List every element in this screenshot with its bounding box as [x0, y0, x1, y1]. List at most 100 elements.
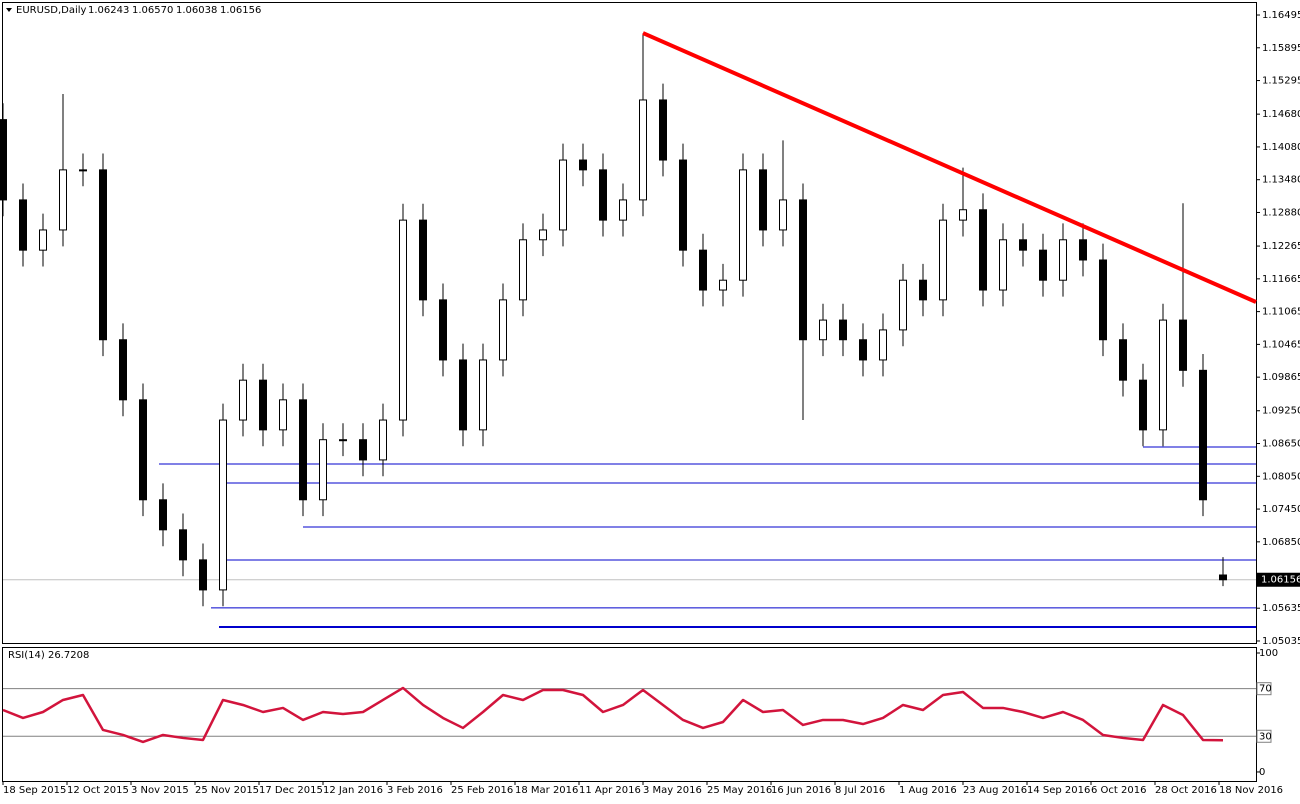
- x-tick-label: 28 Oct 2016: [1155, 785, 1217, 796]
- candle-body: [879, 329, 887, 361]
- candle-body: [1179, 319, 1187, 371]
- candle-body: [299, 399, 307, 501]
- candle-body: [399, 219, 407, 421]
- candle-body: [859, 339, 867, 361]
- candle-body: [479, 359, 487, 431]
- high: 1.06570: [132, 5, 173, 16]
- y-tick-label: 1.08650: [1262, 439, 1300, 450]
- candle-body: [99, 169, 107, 341]
- candle-body: [639, 99, 647, 201]
- candle-body: [1059, 239, 1067, 281]
- candle-body: [119, 339, 127, 401]
- y-tick-label: 1.13480: [1262, 175, 1300, 186]
- candle-body: [179, 529, 187, 561]
- candle-body: [679, 159, 687, 251]
- candle-body: [159, 499, 167, 531]
- candle-body: [619, 199, 627, 221]
- candle-body: [939, 219, 947, 301]
- candle-body: [979, 209, 987, 291]
- candle-body: [1159, 319, 1167, 431]
- candle-body: [799, 199, 807, 341]
- x-tick-label: 23 Aug 2016: [963, 785, 1027, 796]
- x-tick-label: 3 Nov 2015: [131, 785, 189, 796]
- x-tick-label: 25 May 2016: [707, 785, 772, 796]
- candle-body: [919, 279, 927, 301]
- candle-body: [279, 399, 287, 431]
- candle-body: [1039, 249, 1047, 281]
- candle-body: [379, 419, 387, 461]
- rsi-title: RSI(14) 26.7208: [8, 650, 89, 661]
- candle-body: [59, 169, 67, 231]
- x-tick-label: 3 Feb 2016: [387, 785, 443, 796]
- low: 1.06038: [176, 5, 217, 16]
- y-tick-label: 1.08050: [1262, 471, 1300, 482]
- candle-body: [579, 159, 587, 171]
- y-tick-label: 100: [1259, 648, 1278, 659]
- x-tick-label: 1 Aug 2016: [899, 785, 957, 796]
- level-box: [1256, 729, 1272, 743]
- candle-body: [659, 99, 667, 161]
- x-tick-label: 18 Mar 2016: [515, 785, 578, 796]
- main-panel: [2, 2, 1257, 644]
- y-tick-label: 1.12265: [1262, 241, 1300, 252]
- candle-body: [539, 229, 547, 241]
- x-tick-label: 6 Oct 2016: [1091, 785, 1146, 796]
- y-tick-label: 1.09250: [1262, 406, 1300, 417]
- y-tick-label: 1.07450: [1262, 504, 1300, 515]
- candle-body: [219, 419, 227, 591]
- candle-body: [259, 379, 267, 431]
- y-tick-label: 1.10465: [1262, 339, 1300, 350]
- rsi-line: [2, 686, 1224, 744]
- y-tick-label: 1.09865: [1262, 372, 1300, 383]
- x-tick-label: 16 Jun 2016: [771, 785, 831, 796]
- y-tick-label: 1.15895: [1262, 43, 1300, 54]
- candle-body: [559, 159, 567, 231]
- candle-body: [139, 399, 147, 501]
- candle-body: [999, 239, 1007, 291]
- y-tick-label: 1.06850: [1262, 537, 1300, 548]
- candle-body: [699, 249, 707, 291]
- trend-line: [642, 31, 1257, 304]
- y-tick-label: 1.15295: [1262, 76, 1300, 87]
- menu-arrow[interactable]: [6, 8, 12, 12]
- y-tick-label: 1.14080: [1262, 142, 1300, 153]
- candle-body: [839, 319, 847, 341]
- current-price-box: [1257, 572, 1300, 587]
- candle-body: [1099, 259, 1107, 341]
- x-tick-label: 12 Oct 2015: [67, 785, 129, 796]
- candle-body: [1219, 574, 1227, 581]
- candle-body: [819, 319, 827, 341]
- candle-body: [1119, 339, 1127, 381]
- candle-body: [0, 119, 7, 201]
- y-tick-label: 1.16495: [1262, 10, 1300, 21]
- y-tick-label: 1.11665: [1262, 274, 1300, 285]
- candle-body: [959, 209, 967, 221]
- x-tick-label: 25 Nov 2015: [195, 785, 259, 796]
- x-tick-label: 14 Sep 2016: [1027, 785, 1090, 796]
- y-tick-label: 1.05035: [1262, 636, 1300, 647]
- y-tick-label: 1.12880: [1262, 207, 1300, 218]
- candle-body: [199, 559, 207, 591]
- candle-body: [439, 299, 447, 361]
- x-tick-label: 18 Sep 2015: [3, 785, 66, 796]
- y-tick-label: 1.11065: [1262, 307, 1300, 318]
- candle-body: [779, 199, 787, 231]
- x-tick-label: 18 Nov 2016: [1219, 785, 1283, 796]
- close: 1.06156: [220, 5, 261, 16]
- candle-body: [1079, 239, 1087, 261]
- y-tick-label: 70: [1259, 684, 1272, 695]
- candle-body: [359, 439, 367, 461]
- x-tick-label: 17 Dec 2015: [259, 785, 323, 796]
- candle-body: [899, 279, 907, 331]
- candle-body: [239, 379, 247, 421]
- current-price-label: 1.06156: [1261, 575, 1300, 586]
- x-tick-label: 11 Apr 2016: [579, 785, 641, 796]
- candle-body: [79, 169, 87, 172]
- rsi-panel: [2, 647, 1257, 782]
- open: 1.06243: [88, 5, 129, 16]
- x-tick-label: 3 May 2016: [643, 785, 702, 796]
- x-tick-label: 12 Jan 2016: [323, 785, 383, 796]
- candle-body: [339, 439, 347, 442]
